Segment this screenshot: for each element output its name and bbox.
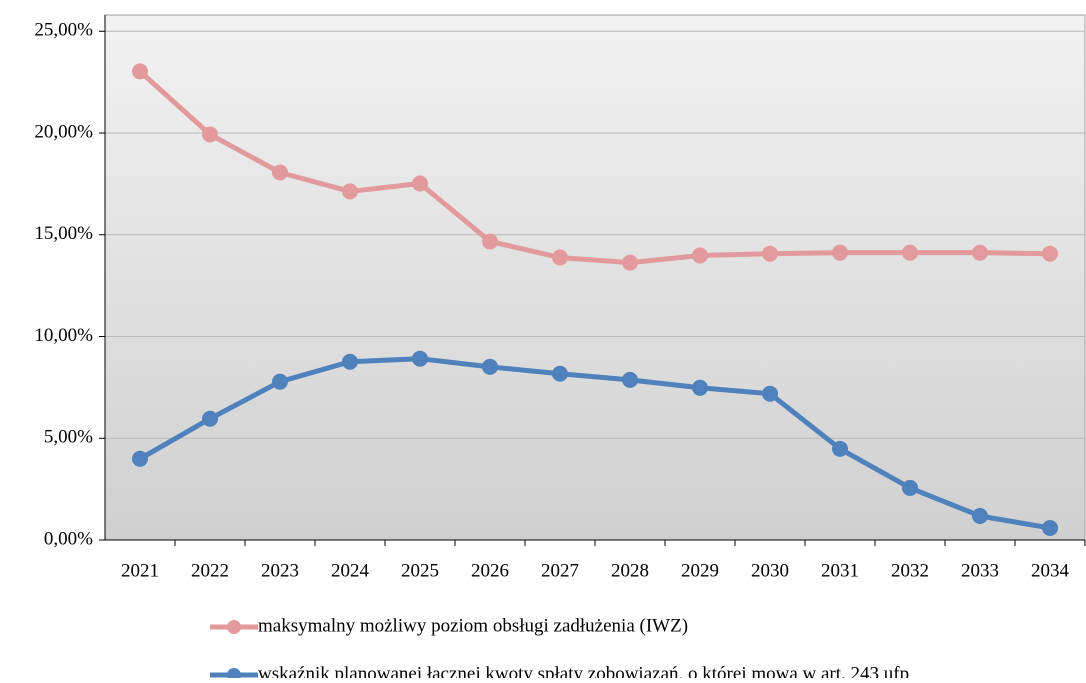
x-tick-label: 2033 <box>961 560 999 581</box>
series-line <box>138 69 1051 266</box>
x-tick-label: 2021 <box>121 560 159 581</box>
y-tick-label: 20,00% <box>34 121 93 142</box>
y-tick-label: 15,00% <box>34 223 93 244</box>
point <box>482 358 498 375</box>
series-line <box>138 356 1051 531</box>
point <box>762 245 778 262</box>
point <box>972 244 988 261</box>
point <box>202 410 218 427</box>
x-tick-label: 2028 <box>611 560 649 581</box>
x-tick-label: 2032 <box>891 560 929 581</box>
point <box>832 244 848 261</box>
point <box>412 350 428 367</box>
point <box>482 233 498 250</box>
x-tick-label: 2031 <box>821 560 859 581</box>
x-tick-label: 2026 <box>471 560 509 581</box>
legend-marker <box>227 668 241 682</box>
x-tick-label: 2023 <box>261 560 299 581</box>
point <box>552 249 568 266</box>
point <box>832 440 848 457</box>
y-tick-label: 5,00% <box>44 427 93 448</box>
point <box>1042 519 1058 536</box>
point <box>132 63 148 80</box>
point <box>272 164 288 181</box>
legend-label: wskaźnik planowanej łącznej kwoty spłaty… <box>258 663 909 678</box>
x-tick-label: 2030 <box>751 560 789 581</box>
point <box>202 126 218 143</box>
point <box>412 175 428 192</box>
x-tick-label: 2029 <box>681 560 719 581</box>
point <box>692 247 708 264</box>
point <box>552 365 568 382</box>
x-tick-label: 2034 <box>1031 560 1070 581</box>
x-tick-label: 2024 <box>331 560 370 581</box>
point <box>902 479 918 496</box>
y-tick-label: 25,00% <box>34 20 93 41</box>
point <box>342 183 358 200</box>
x-tick-label: 2022 <box>191 560 229 581</box>
legend-marker <box>227 620 241 634</box>
point <box>1042 245 1058 262</box>
point <box>622 371 638 388</box>
point <box>692 379 708 396</box>
legend-label: maksymalny możliwy poziom obsługi zadłuż… <box>258 615 688 636</box>
y-tick-label: 10,00% <box>34 325 93 346</box>
y-tick-label: 0,00% <box>44 528 93 549</box>
x-tick-label: 2027 <box>541 560 579 581</box>
point <box>132 450 148 467</box>
point <box>622 254 638 271</box>
x-tick-label: 2025 <box>401 560 439 581</box>
plot-area <box>104 14 1086 541</box>
point <box>902 244 918 261</box>
point <box>272 373 288 390</box>
point <box>972 507 988 524</box>
point <box>762 385 778 402</box>
point <box>342 353 358 370</box>
